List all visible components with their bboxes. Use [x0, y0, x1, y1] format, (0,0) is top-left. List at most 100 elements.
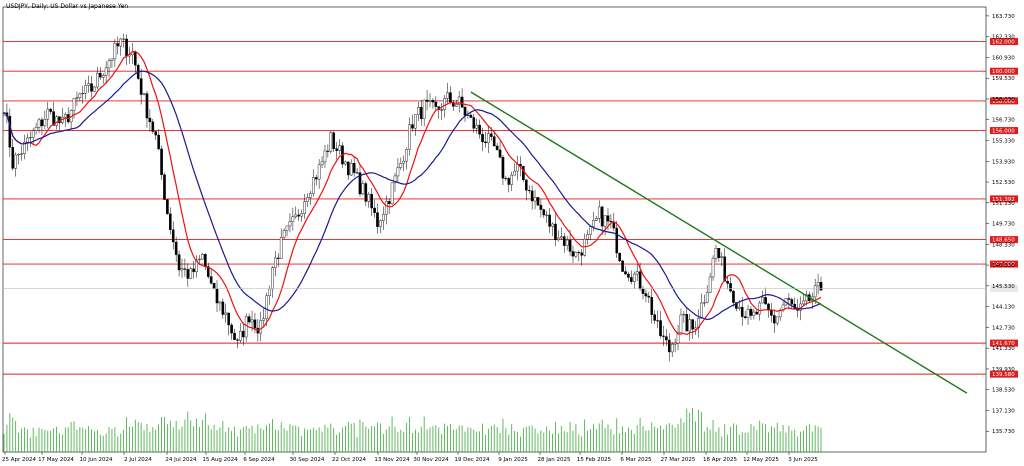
level-label-3: 156.000: [992, 129, 1015, 135]
candle-body: [271, 267, 274, 290]
candle-body: [723, 256, 727, 282]
fast-moving-average-line: [3, 50, 822, 336]
candle-body: [504, 177, 508, 179]
candle-body: [472, 117, 476, 129]
candle-body: [218, 301, 222, 304]
candle-body: [469, 114, 473, 118]
candle-body: [390, 182, 394, 204]
candle-body: [81, 93, 85, 95]
candle-body: [93, 86, 96, 92]
candle-body: [253, 319, 257, 329]
candle-body: [720, 256, 724, 258]
horizontal-levels: 162.000 160.000 158.000 156.000 151.392 148.6…: [3, 38, 1018, 378]
candle-body: [239, 330, 242, 341]
candle-body: [145, 93, 149, 119]
level-label-box-1: [990, 67, 1018, 75]
candle-body: [204, 254, 207, 267]
candle-body: [402, 160, 406, 164]
candle-body: [586, 234, 589, 240]
level-label-box-2: [990, 97, 1018, 105]
candle-body: [116, 43, 120, 47]
candle-body: [507, 178, 511, 185]
candle-body: [311, 177, 315, 194]
x-tick-label-0: 25 Apr 2024: [2, 457, 37, 463]
candle-body: [641, 288, 645, 294]
candle-body: [665, 336, 668, 341]
candle-body: [667, 339, 671, 353]
candle-body: [644, 293, 648, 297]
x-tick-label-16: 27 Mar 2025: [661, 457, 696, 463]
candle-body: [606, 215, 610, 222]
candle-body: [813, 285, 817, 298]
candle-body: [440, 109, 443, 111]
candle-body: [183, 268, 187, 270]
level-label-7: 141.670: [992, 341, 1015, 347]
candlesticks: [2, 33, 823, 362]
candle-body: [14, 154, 17, 169]
candle-body: [443, 98, 446, 111]
candle-body: [419, 107, 423, 119]
candle-body: [790, 299, 794, 305]
candle-body: [157, 134, 160, 150]
candle-body: [714, 248, 718, 259]
slow-moving-average-line: [3, 70, 822, 321]
y-tick-label-3: 159.530: [992, 76, 1015, 82]
y-tick-label-19: 137.130: [992, 408, 1015, 414]
x-tick-label-8: 22 Oct 2024: [332, 457, 367, 463]
candle-body: [524, 179, 528, 191]
candle-body: [373, 207, 376, 213]
candle-body: [300, 213, 303, 217]
candle-body: [355, 172, 359, 174]
candle-body: [621, 260, 624, 272]
candle-body: [154, 131, 158, 136]
y-tick-label-5: 156.730: [992, 118, 1015, 124]
candle-body: [329, 132, 333, 152]
candle-body: [618, 252, 621, 262]
candle-body: [595, 217, 598, 221]
candle-body: [548, 214, 551, 227]
candle-body: [408, 124, 411, 150]
candle-body: [367, 193, 371, 202]
y-tick-label-10: 149.730: [992, 222, 1015, 228]
candle-body: [670, 343, 674, 353]
candle-body: [662, 335, 665, 337]
candle-body: [294, 214, 298, 217]
candle-body: [560, 236, 563, 239]
x-tick-label-3: 2 Jul 2024: [124, 457, 152, 463]
candle-body: [545, 214, 549, 216]
candle-body: [705, 292, 709, 303]
candle-body: [787, 298, 791, 300]
candle-body: [317, 164, 321, 180]
candle-body: [565, 239, 569, 246]
level-label-box-6: [990, 260, 1018, 268]
candle-body: [125, 38, 128, 57]
candle-body: [134, 52, 137, 66]
y-tick-label-1: 162.330: [992, 35, 1015, 41]
candle-body: [250, 319, 254, 323]
y-tick-label-2: 160.930: [992, 55, 1015, 61]
candle-body: [122, 38, 125, 40]
candle-body: [37, 119, 41, 128]
candle-body: [58, 116, 61, 124]
candle-body: [303, 201, 306, 214]
candle-body: [26, 137, 29, 143]
y-tick-label-8: 152.530: [992, 180, 1015, 186]
y-tick-label-20: 135.730: [992, 429, 1015, 435]
candle-body: [600, 206, 604, 227]
candle-body: [344, 161, 347, 165]
candle-body: [104, 67, 108, 76]
candle-body: [212, 283, 216, 290]
candle-body: [773, 315, 776, 324]
x-tick-label-18: 12 May 2025: [743, 457, 779, 463]
candle-body: [580, 252, 584, 256]
candle-body: [487, 133, 490, 144]
downtrend-line: [470, 91, 968, 394]
candle-body: [484, 141, 487, 144]
candle-body: [314, 177, 318, 180]
candle-body: [148, 117, 152, 123]
candle-body: [49, 108, 52, 112]
candle-body: [405, 149, 408, 162]
candle-body: [530, 190, 534, 202]
candle-body: [52, 111, 55, 126]
